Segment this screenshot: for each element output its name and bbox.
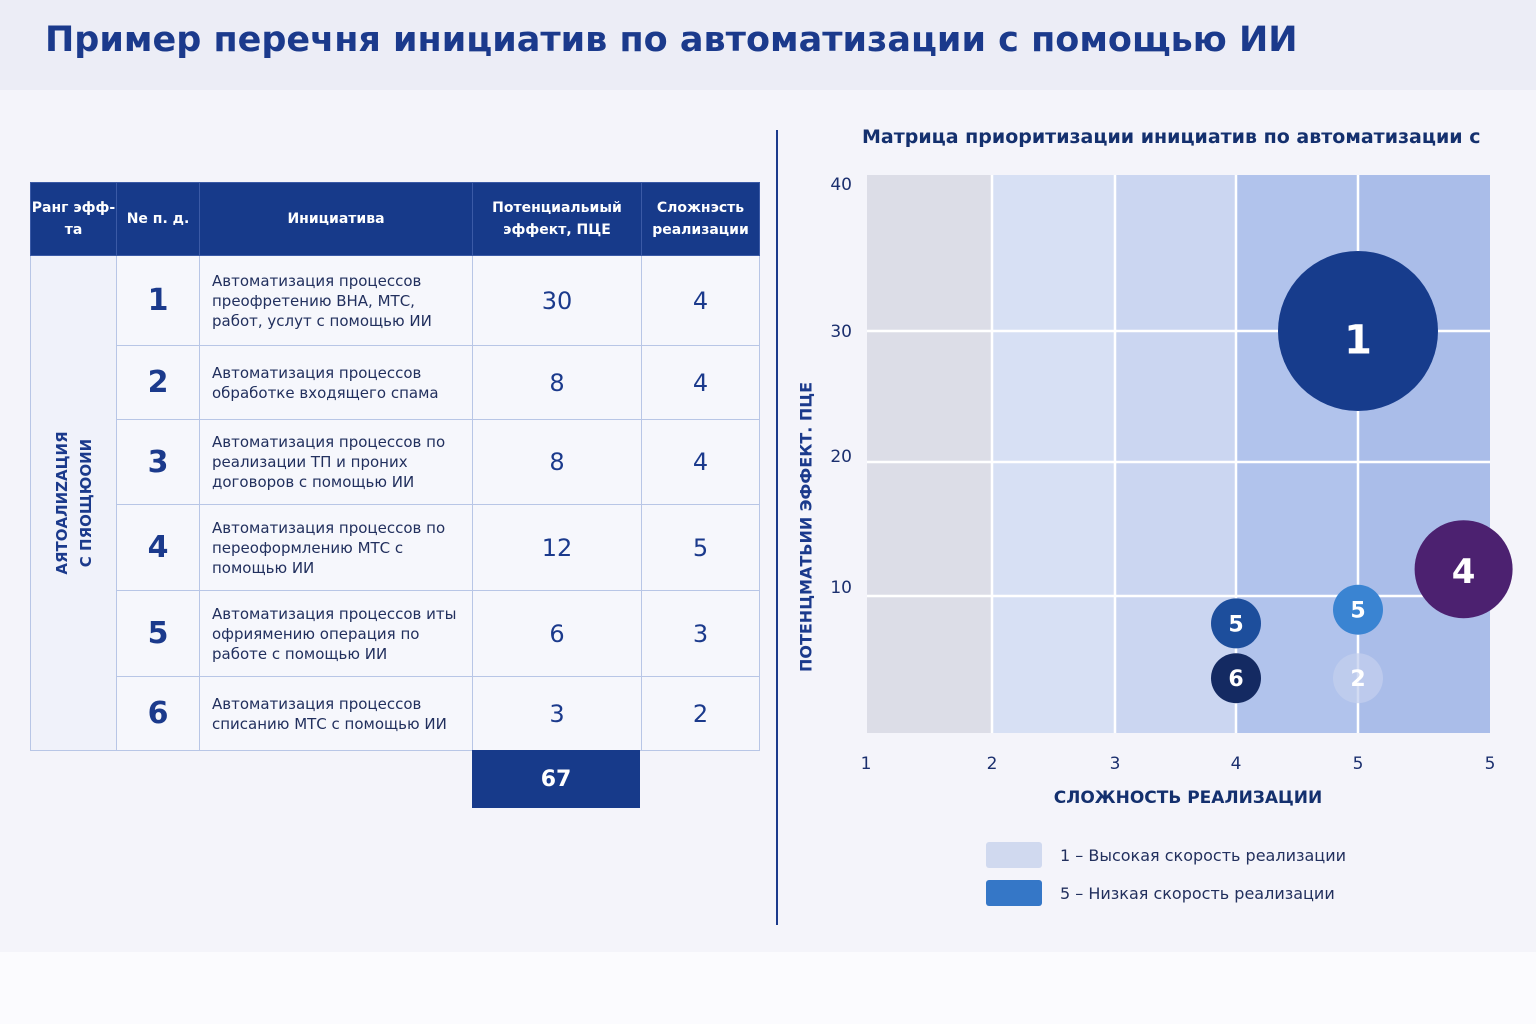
y-tick-label: 10 <box>830 578 852 598</box>
complexity-value: 3 <box>641 590 760 677</box>
effect-value: 8 <box>472 345 642 420</box>
bubble-label: 5 <box>1228 612 1243 637</box>
table-row: 6 Автоматизация процессов списанию МТС с… <box>31 676 760 751</box>
row-number: 4 <box>116 504 200 591</box>
legend-item-low: 5 – Низкая скорость реализации <box>986 879 1346 907</box>
initiative-text: Автоматизация процессов преофретению ВНА… <box>199 255 473 346</box>
bubble <box>1333 653 1383 704</box>
initiative-text: Автоматизация процессов списанию МТС с п… <box>199 676 473 751</box>
initiative-text: Автоматизация процессов по реализации ТП… <box>199 419 473 505</box>
table-row: 2 Автоматизация процессов обработке вход… <box>31 345 760 420</box>
header-complexity: Сложнэсть реализации <box>641 182 760 256</box>
bubble <box>1211 653 1261 704</box>
total-effect: 67 <box>472 750 640 808</box>
header-initiative: Инициатива <box>199 182 473 256</box>
rank-cell: АЯТОАЛИZАЦИЯ С ПЯОЩЮОИИ <box>30 255 117 751</box>
x-tick-label: 3 <box>1110 754 1121 774</box>
header-no: Nе п. д. <box>116 182 200 256</box>
legend-item-high: 1 – Высокая скорость реализации <box>986 841 1346 869</box>
bubble-label: 5 <box>1350 599 1365 624</box>
title-bar <box>0 0 1536 90</box>
initiative-text: Автоматизация процессов по переоформлени… <box>199 504 473 591</box>
effect-value: 30 <box>472 255 642 346</box>
y-axis-title: ПОТЕНЦМАТЬИИ ЭФФЕКТ. ПЦЕ <box>796 381 816 673</box>
legend: 1 – Высокая скорость реализации 5 – Низк… <box>986 841 1346 917</box>
bubble-label: 2 <box>1350 667 1365 692</box>
bubble-label: 1 <box>1344 317 1372 363</box>
legend-swatch <box>986 880 1042 906</box>
effect-value: 6 <box>472 590 642 677</box>
x-tick-label: 1 <box>861 754 872 774</box>
complexity-value: 2 <box>641 676 760 751</box>
bubble-label: 4 <box>1452 552 1476 592</box>
matrix-column <box>1115 175 1236 733</box>
y-tick-label: 30 <box>830 322 852 342</box>
bubble <box>1414 520 1513 619</box>
legend-swatch <box>986 842 1042 868</box>
table-row: 4 Автоматизация процессов по переоформле… <box>31 504 760 591</box>
effect-value: 12 <box>472 504 642 591</box>
page-title: Пример перечня инициатив по автоматизаци… <box>45 20 1298 60</box>
initiative-text: Автоматизация процессов иты офриямению о… <box>199 590 473 677</box>
effect-value: 8 <box>472 419 642 505</box>
x-tick-label: 4 <box>1231 754 1242 774</box>
matrix-column <box>867 175 992 733</box>
table-row: 5 Автоматизация процессов иты офриямению… <box>31 590 760 677</box>
legend-label: 5 – Низкая скорость реализации <box>1060 883 1335 903</box>
legend-label: 1 – Высокая скорость реализации <box>1060 845 1346 865</box>
row-number: 6 <box>116 676 200 751</box>
header-effect: Потенциальиый эффект, ПЦЕ <box>472 182 642 256</box>
footer-strip <box>0 952 1536 1024</box>
matrix-column <box>992 175 1115 733</box>
bubble-label: 6 <box>1228 667 1243 692</box>
x-tick-label: 5 <box>1353 754 1364 774</box>
complexity-value: 5 <box>641 504 760 591</box>
initiatives-table: Ранг эфф-та Nе п. д. Инициатива Потенциа… <box>30 182 760 751</box>
x-tick-label: 5 <box>1485 754 1496 774</box>
bubble <box>1278 251 1438 411</box>
divider <box>776 130 778 925</box>
y-tick-label: 20 <box>830 447 852 467</box>
complexity-value: 4 <box>641 255 760 346</box>
chart-title: Матрица приоритизации инициатив по автом… <box>862 126 1481 148</box>
bubble <box>1211 598 1261 649</box>
x-tick-label: 2 <box>987 754 998 774</box>
row-number: 2 <box>116 345 200 420</box>
x-axis-title: СЛОЖНОСТЬ РЕАЛИЗАЦИИ <box>1053 788 1323 808</box>
row-number: 5 <box>116 590 200 677</box>
y-tick-label: 40 <box>830 175 852 195</box>
complexity-value: 4 <box>641 345 760 420</box>
complexity-value: 4 <box>641 419 760 505</box>
bubble <box>1333 584 1383 635</box>
table-row: АЯТОАЛИZАЦИЯ С ПЯОЩЮОИИ 1 Автоматизация пр… <box>30 255 760 751</box>
